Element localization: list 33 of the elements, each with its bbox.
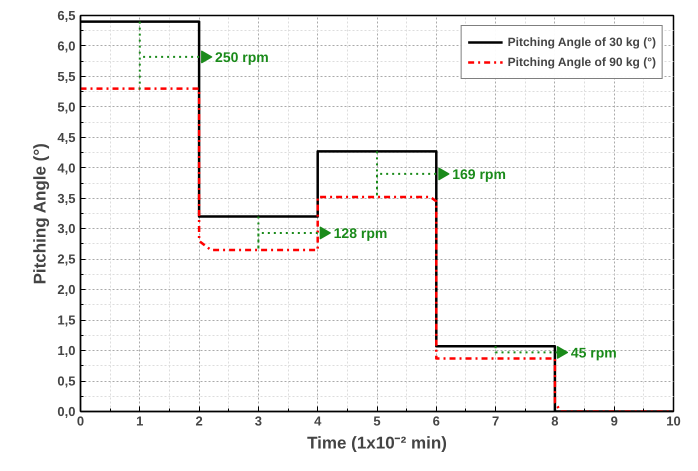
legend-label: Pitching Angle of 90 kg (°)	[508, 55, 656, 69]
y-tick-label: 1,0	[57, 343, 76, 358]
y-tick-label: 0,0	[57, 404, 76, 419]
y-tick-label: 4,0	[57, 160, 76, 176]
x-tick-label: 9	[610, 414, 618, 428]
x-tick-label: 2	[195, 414, 203, 428]
annotation: 128 rpm	[334, 224, 388, 241]
y-tick-label: 3,0	[57, 221, 76, 236]
y-tick-label: 3,5	[57, 190, 76, 206]
y-tick-label: 6,5	[57, 8, 76, 23]
y-tick-label: 6,0	[57, 38, 76, 54]
y-tick-label: 5,0	[57, 99, 76, 114]
x-tick-label: 1	[136, 414, 144, 428]
y-tick-label: 2,0	[57, 282, 76, 298]
annotation: 250 rpm	[215, 48, 269, 65]
x-tick-label: 4	[314, 414, 322, 428]
annotation: 45 rpm	[570, 344, 617, 360]
x-axis-title: Time (1x10⁻² min)	[307, 434, 447, 452]
x-tick-label: 7	[492, 414, 500, 428]
y-tick-label: 5,5	[57, 68, 76, 84]
y-tick-label: 4,5	[57, 130, 76, 145]
y-tick-label: 0,5	[57, 374, 76, 389]
x-tick-label: 0	[76, 414, 84, 428]
legend-label: Pitching Angle of 30 kg (°)	[508, 35, 656, 49]
y-tick-label: 2,5	[57, 252, 76, 267]
x-tick-label: 6	[432, 414, 440, 428]
y-tick-label: 1,5	[57, 312, 76, 328]
annotation: 169 rpm	[452, 166, 506, 182]
x-tick-label: 10	[666, 414, 681, 428]
x-tick-label: 5	[373, 414, 381, 428]
y-axis-title: Pitching Angle (°)	[30, 143, 50, 284]
x-tick-label: 8	[551, 414, 559, 428]
x-tick-label: 3	[254, 414, 262, 428]
